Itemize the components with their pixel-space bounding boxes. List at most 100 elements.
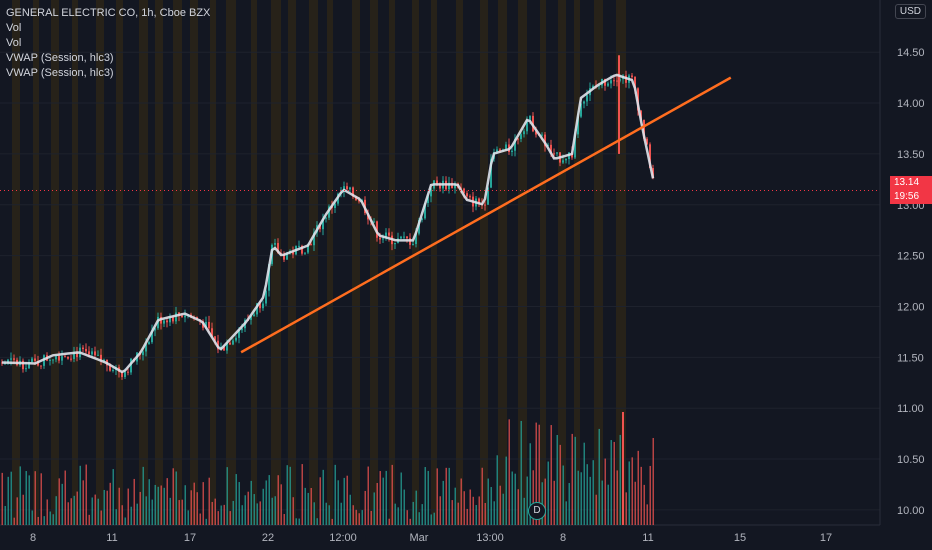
candle-body [205,321,207,328]
legend-indicator-vol-1[interactable]: Vol [6,22,22,34]
candle-body [253,314,255,317]
candle-body [424,203,426,219]
volume-bar [313,502,315,525]
candle-body [379,237,381,240]
volume-bar [106,490,108,525]
volume-bar [490,487,492,525]
legend-indicator-vwap-1[interactable]: VWAP (Session, hlc3) [6,52,114,64]
candle-body [265,290,267,304]
volume-bar [49,511,51,525]
candle-body [262,303,264,309]
volume-bar [133,478,135,525]
volume-bar [334,464,336,525]
candle-body [94,351,96,356]
candle-body [580,103,582,117]
candle-body [127,371,129,373]
legend-indicator-vol-2[interactable]: Vol [6,37,22,49]
volume-bar [565,501,567,525]
volume-bar [640,466,642,525]
volume-bar [553,480,555,525]
candle-body [10,358,12,360]
candle-body [142,351,144,356]
candle-body [469,196,471,198]
volume-bar [574,436,576,525]
session-band [190,0,198,525]
candle-body [214,336,216,341]
candle-body [268,264,270,291]
volume-bar [199,513,201,525]
candle-body [166,320,168,323]
x-tick-label: 15 [734,532,746,544]
countdown-label: 19:56 [890,190,932,204]
volume-bar [577,470,579,525]
candle-body [592,85,594,89]
candle-body [523,131,525,135]
volume-bar [307,492,309,525]
session-band [96,0,104,525]
candle-body [181,315,183,318]
volume-bar [391,464,393,525]
candle-body [304,252,306,254]
volume-bar [412,501,414,525]
volume-bar [115,509,117,525]
volume-bar [91,497,93,525]
y-tick-label: 12.50 [897,251,925,263]
volume-bar [292,497,294,525]
volume-bar [190,490,192,525]
session-band [456,0,463,525]
volume-bar [283,514,285,525]
candle-body [226,342,228,351]
volume-bar [274,496,276,525]
candle-body [145,344,147,352]
dividend-badge[interactable]: D [528,502,546,520]
volume-bar [562,465,564,525]
candle-body [211,328,213,337]
legend-indicator-vwap-2[interactable]: VWAP (Session, hlc3) [6,67,114,79]
candle-body [613,80,615,82]
volume-bar [184,485,186,525]
volume-bar [259,501,261,525]
session-band [370,0,378,525]
volume-bar [73,495,75,525]
volume-bar [649,465,651,525]
candle-body [319,225,321,230]
candle-body [223,346,225,351]
session-band [226,0,236,525]
volume-bar [511,471,513,525]
x-tick-label: 8 [560,532,566,544]
session-band [116,0,123,525]
volume-bar [286,465,288,525]
candle-body [415,233,417,244]
volume-bar [451,500,453,525]
candle-body [121,372,123,377]
volume-bar [244,495,246,525]
candle-body [52,359,54,361]
volume-bar [121,505,123,525]
volume-bar [418,512,420,525]
volume-bar [235,474,237,525]
candle-body [556,152,558,154]
volume-bar [601,480,603,525]
volume-bar [457,502,459,525]
volume-bar [460,478,462,525]
legend-symbol-title[interactable]: GENERAL ELECTRIC CO, 1h, Cboe BZX [6,7,211,19]
currency-button[interactable]: USD [894,4,926,19]
y-tick-label: 14.50 [897,47,925,59]
session-band [51,0,59,525]
volume-bar [76,491,78,525]
candle-body [286,253,288,260]
volume-bar [403,489,405,525]
session-band [72,0,78,525]
volume-bar [616,470,618,525]
volume-bar [109,482,111,525]
volume-bar [604,458,606,525]
session-band [540,0,546,525]
volume-bar [340,502,342,525]
volume-bar [559,444,561,525]
session-band [431,0,437,525]
volume-bar [103,489,105,525]
volume-bar [466,508,468,525]
candle-body [301,245,303,254]
